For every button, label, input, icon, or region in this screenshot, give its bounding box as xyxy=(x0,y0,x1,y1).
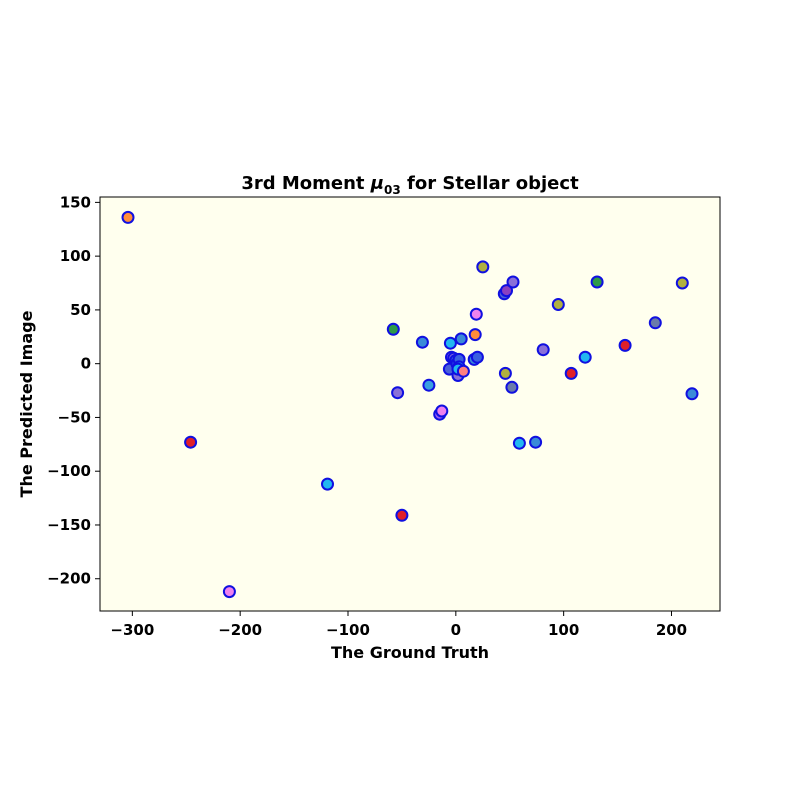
scatter-point-41 xyxy=(648,316,662,330)
x-tick-label: 100 xyxy=(548,621,579,639)
y-tick-label: 50 xyxy=(70,301,91,319)
scatter-point-4 xyxy=(386,322,400,336)
scatter-point-38 xyxy=(578,350,592,364)
scatter-point-31 xyxy=(505,380,519,394)
scatter-point-7 xyxy=(415,335,429,349)
scatter-point-21 xyxy=(454,332,468,346)
y-axis-ticks: −200 −150 −100 −50 0 50 100 150 xyxy=(47,193,100,588)
chart-title: 3rd Moment μ03 for Stellar object xyxy=(241,173,579,197)
x-tick-label: −200 xyxy=(218,621,262,639)
scatter-point-40 xyxy=(618,338,632,352)
scatter-point-30 xyxy=(500,284,513,298)
x-tick-label: −100 xyxy=(326,621,370,639)
scatter-point-12 xyxy=(443,336,457,350)
x-tick-label: −300 xyxy=(110,621,154,639)
y-tick-label: 100 xyxy=(60,247,91,265)
y-tick-label: −50 xyxy=(58,408,91,426)
scatter-point-1 xyxy=(184,435,198,449)
scatter-point-24 xyxy=(468,328,482,342)
y-tick-label: 0 xyxy=(81,355,91,373)
scatter-point-26 xyxy=(470,350,484,364)
scatter-point-6 xyxy=(395,508,409,522)
plot-frame xyxy=(99,196,721,612)
scatter-point-33 xyxy=(512,436,526,450)
y-tick-label: −150 xyxy=(47,516,91,534)
scatter-point-39 xyxy=(590,275,604,289)
y-tick-label: −100 xyxy=(47,462,91,480)
x-axis-ticks: −300 −200 −100 0 100 200 xyxy=(110,611,687,639)
scatter-point-29 xyxy=(498,366,512,380)
plot-area xyxy=(100,197,720,611)
scatter-point-27 xyxy=(476,260,490,274)
scatter-point-2 xyxy=(222,585,236,599)
scatter-point-34 xyxy=(529,435,543,449)
x-tick-label: 200 xyxy=(656,621,687,639)
scatter-point-35 xyxy=(536,343,550,357)
y-tick-label: −200 xyxy=(47,570,91,588)
scatter-point-22 xyxy=(456,364,470,378)
chart-title-mu: μ xyxy=(370,173,384,194)
x-tick-label: 0 xyxy=(451,621,461,639)
scatter-point-37 xyxy=(564,366,578,380)
scatter-point-3 xyxy=(321,477,334,491)
scatter-point-43 xyxy=(685,387,699,401)
scatter-point-5 xyxy=(391,386,405,400)
y-tick-label: 150 xyxy=(60,193,91,211)
scatter-point-36 xyxy=(551,298,565,311)
chart-title-subscript: 03 xyxy=(384,183,401,197)
chart-title-suffix: for Stellar object xyxy=(401,173,579,194)
scatter-point-32 xyxy=(506,275,520,289)
data-points xyxy=(121,210,699,599)
y-axis-label: The Predicted Image xyxy=(17,310,36,497)
scatter-point-25 xyxy=(469,307,483,321)
x-axis-label: The Ground Truth xyxy=(331,643,489,662)
scatter-point-0 xyxy=(121,210,135,224)
chart-title-prefix: 3rd Moment xyxy=(241,173,370,194)
scatter-point-10 xyxy=(435,404,449,418)
scatter-point-8 xyxy=(422,378,436,392)
scatter-point-42 xyxy=(675,276,689,290)
